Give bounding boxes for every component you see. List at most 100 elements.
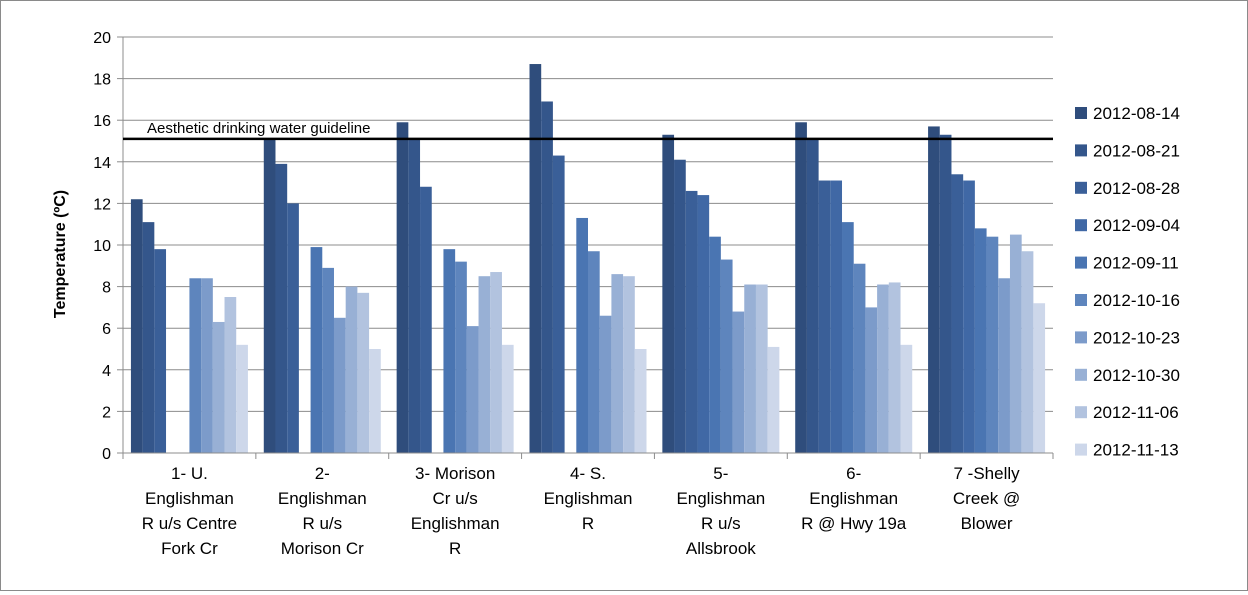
bar [662, 134, 675, 453]
bar [900, 344, 913, 453]
bar [963, 180, 975, 453]
bar [420, 186, 432, 453]
bar [755, 284, 768, 453]
legend-label: 2012-08-14 [1093, 104, 1180, 123]
bar [466, 326, 479, 453]
y-tick-label: 10 [93, 238, 111, 255]
bar [455, 261, 467, 453]
x-category-label: 1- U. Englishman R u/s Centre Fork Cr [142, 464, 237, 558]
x-category-label: 3- Morison Cr u/s Englishman R [411, 464, 500, 558]
guideline-label: Aesthetic drinking water guideline [147, 120, 370, 137]
legend-label: 2012-09-11 [1093, 254, 1179, 273]
legend-swatch [1075, 181, 1087, 194]
legend-label: 2012-09-04 [1093, 216, 1180, 235]
y-axis-label: Temperature (ºC) [52, 190, 69, 318]
bar [685, 190, 698, 454]
bar [795, 122, 807, 453]
bar [236, 344, 248, 453]
bar [541, 101, 553, 453]
bar [697, 195, 710, 453]
legend-swatch [1075, 443, 1087, 456]
axes [117, 36, 1054, 459]
bar [986, 236, 999, 453]
y-tick-label: 16 [93, 113, 111, 130]
legend-label: 2012-10-16 [1093, 291, 1180, 310]
bar [189, 278, 202, 453]
bar [357, 292, 370, 453]
bar [939, 134, 952, 453]
x-category-label: 6-Englishman R @ Hwy 19a [801, 464, 907, 533]
bar [818, 180, 831, 453]
bar [142, 222, 155, 453]
bar [490, 272, 502, 453]
y-tick-label: 0 [102, 446, 111, 463]
legend-label: 2012-08-28 [1093, 179, 1180, 198]
legend-label: 2012-11-06 [1093, 403, 1179, 422]
bar [224, 297, 237, 453]
bar [623, 276, 635, 453]
bar [951, 174, 964, 453]
bar [310, 247, 323, 453]
bar [154, 249, 167, 453]
bar [212, 321, 225, 453]
bar [478, 276, 491, 453]
bar [369, 349, 381, 453]
bar [744, 284, 756, 453]
bars [130, 64, 1046, 454]
legend-label: 2012-10-30 [1093, 366, 1180, 385]
bar [634, 349, 647, 453]
x-category-label: 4- S. Englishman R [544, 464, 633, 533]
legend-label: 2012-11-13 [1093, 441, 1179, 460]
bar [599, 315, 612, 453]
legend-swatch [1075, 256, 1087, 269]
bar [275, 163, 288, 453]
y-tick-labels: 0 2 4 6 8 10 12 14 16 18 20 [93, 30, 111, 463]
bar [130, 199, 143, 453]
bar [732, 311, 745, 453]
bar [501, 344, 514, 453]
y-tick-label: 4 [102, 363, 111, 380]
legend-swatch [1075, 331, 1087, 344]
bar [888, 282, 901, 453]
legend-label: 2012-10-23 [1093, 328, 1180, 347]
y-tick-label: 14 [93, 155, 111, 172]
bar [1021, 251, 1034, 453]
bar [588, 251, 600, 453]
x-category-label: 5-Englishman R u/s Allsbrook [676, 464, 765, 558]
legend-swatch [1075, 368, 1087, 381]
bar [998, 278, 1010, 453]
legend-swatch [1075, 219, 1087, 232]
bar [830, 180, 843, 453]
y-tick-label: 2 [102, 404, 111, 421]
bar [720, 259, 733, 453]
bar [333, 317, 346, 453]
bar [674, 159, 686, 453]
bar [287, 203, 299, 453]
legend-swatch [1075, 144, 1087, 157]
bar [877, 284, 889, 453]
bar [865, 307, 878, 453]
bar [529, 64, 542, 453]
bar [443, 249, 456, 453]
y-tick-label: 20 [93, 30, 111, 47]
bar [928, 126, 940, 453]
bar [201, 278, 213, 453]
bar [408, 138, 421, 454]
bar [396, 122, 409, 453]
bar [576, 217, 588, 453]
legend-label: 2012-08-21 [1093, 141, 1180, 160]
y-tick-label: 12 [93, 196, 111, 213]
bar [709, 236, 721, 453]
legend: 2012-08-14 2012-08-21 2012-08-28 2012-09-04… [1075, 104, 1180, 460]
legend-swatch [1075, 294, 1087, 306]
bar [345, 286, 358, 453]
x-category-label: 2-Englishman R u/s Morison Cr [278, 464, 367, 558]
bar [263, 138, 276, 454]
bar [552, 155, 565, 453]
y-tick-label: 18 [93, 72, 111, 89]
bar [853, 263, 866, 453]
bar [1033, 303, 1046, 453]
bar [322, 267, 334, 453]
